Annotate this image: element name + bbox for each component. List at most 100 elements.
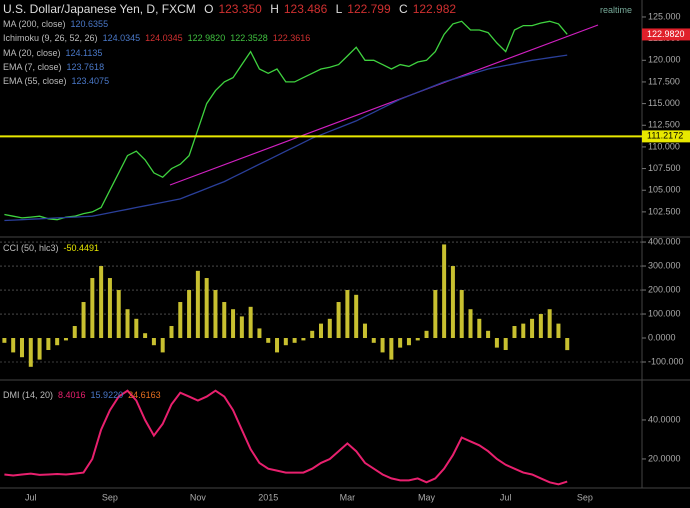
indicator: DMI (14, 20) 8.4016 15.9220 24.6163 [3,390,166,400]
bar [195,270,200,339]
bar [2,338,7,343]
indicator-value: 122.9820 [187,33,226,43]
y-tick-label: 112.500 [648,120,680,130]
x-tick-label: Nov [190,492,207,502]
bar [99,266,104,339]
price-tag-label: 122.9820 [647,29,685,39]
y-tick-label: 0.0000 [648,332,676,342]
bar [178,302,183,339]
bar [336,302,341,339]
bar [107,278,112,339]
bar [310,330,315,339]
bar [433,290,438,339]
y-tick-label: 110.000 [648,141,680,151]
bar [538,314,543,339]
bar [398,338,403,348]
x-tick-label: Sep [102,492,118,502]
indicator-label: MA (20, close) [3,48,61,58]
y-tick-label: 400.000 [648,236,681,246]
series-line [4,54,568,222]
indicator: EMA (55, close) 123.4075 [3,76,114,86]
bar [275,338,280,353]
indicator-value: 8.4016 [58,390,86,400]
bar [503,338,508,351]
realtime-label: realtime [600,5,633,15]
indicator-value: 122.3616 [272,33,311,43]
indicator-value: -50.4491 [63,243,100,253]
indicator: EMA (7, close) 123.7618 [3,62,109,72]
bar [257,328,262,339]
bar [477,318,482,339]
ohlc-value: 123.350 [218,2,262,16]
series-line [4,20,568,221]
bar [248,306,253,339]
indicator: CCI (50, hlc3) -50.4491 [3,243,104,253]
bar [486,330,491,339]
bar [90,278,95,339]
bar [169,326,174,339]
bar [160,338,165,353]
y-tick-label: 300.000 [648,260,681,270]
bar [512,326,517,339]
bar [468,309,473,339]
bar [151,338,156,346]
y-tick-label: 40.0000 [648,414,681,424]
indicator: Ichimoku (9, 26, 52, 26) 124.0345 124.0345… [3,33,315,43]
bar [72,326,77,339]
bar [319,323,323,339]
indicator-value: 123.7618 [66,62,105,72]
y-tick-label: 200.000 [648,284,681,294]
indicator-value: 124.1135 [65,48,103,58]
indicator-label: EMA (7, close) [3,62,62,72]
bar [362,323,367,339]
y-tick-label: 120.000 [648,55,681,65]
bar [292,338,297,343]
indicator-value: 124.0345 [102,33,141,43]
bar [222,302,227,339]
bar [187,290,192,339]
bar [450,266,455,339]
bar [81,302,86,339]
indicator-value: 15.9220 [90,390,124,400]
x-tick-label: Jul [500,492,512,502]
ohlc-key: O [204,2,214,16]
bar [354,294,359,339]
y-tick-label: 107.500 [648,163,681,173]
y-tick-label: 115.000 [648,98,680,108]
bar [134,318,139,339]
bar [530,318,535,339]
bar [556,323,561,339]
x-tick-label: Jul [25,492,37,502]
bar [327,318,332,339]
x-tick-label: Sep [577,492,593,502]
bar [63,338,68,341]
bar [301,338,306,341]
indicator-value: 123.4075 [71,76,110,86]
x-tick-label: May [418,492,436,502]
y-tick-label: -100.000 [648,356,684,366]
price-tag [642,130,690,143]
bar [11,338,16,353]
bar [116,290,121,339]
bar [28,338,33,367]
bar [547,309,552,339]
ohlc-value: 122.799 [347,2,391,16]
indicator-value: 120.6355 [70,19,109,29]
bar [565,338,570,351]
indicator-label: MA (200, close) [3,19,66,29]
bar [494,338,499,348]
bar [46,338,51,351]
ohlc-key: C [399,2,408,16]
bar [37,338,42,360]
bar [459,290,464,339]
indicator: MA (200, close) 120.6355 [3,19,113,29]
x-tick-label: 2015 [258,492,278,502]
series-line [4,389,568,486]
bar [415,338,420,341]
indicator-value: 124.0345 [145,33,183,43]
ohlc-key: H [270,2,279,16]
bar [380,338,385,353]
ohlc-key: L [335,2,343,16]
indicator: MA (20, close) 124.1135 [3,48,107,58]
